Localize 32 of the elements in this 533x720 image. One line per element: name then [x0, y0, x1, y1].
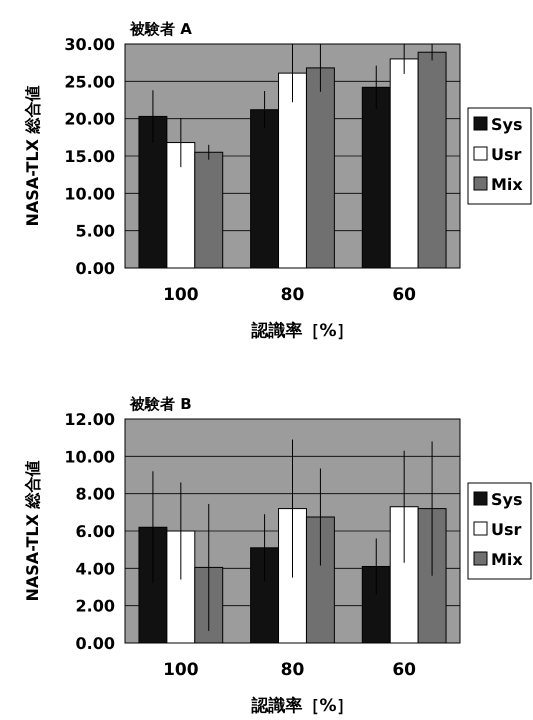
x-tick-label: 60	[392, 660, 416, 680]
y-tick-label: 15.00	[64, 147, 115, 166]
legend-label: Usr	[491, 145, 522, 164]
legend-label: Usr	[491, 520, 522, 539]
y-tick-label: 6.00	[76, 522, 115, 541]
x-tick-label: 80	[280, 660, 304, 680]
y-tick-label: 2.00	[76, 596, 115, 616]
y-tick-label: 0.00	[76, 259, 115, 278]
y-tick-label: 8.00	[76, 484, 115, 504]
y-tick-label: 4.00	[76, 559, 115, 578]
x-tick-label: 60	[392, 285, 416, 305]
chart-title: 被験者 B	[129, 395, 192, 413]
x-tick-label: 100	[163, 285, 199, 305]
y-tick-label: 12.00	[64, 410, 115, 429]
x-tick-label: 80	[280, 285, 304, 305]
y-tick-label: 5.00	[76, 222, 115, 241]
y-tick-label: 20.00	[64, 110, 115, 129]
y-tick-label: 30.00	[64, 35, 115, 54]
chart-title: 被験者 A	[129, 20, 192, 38]
y-tick-label: 25.00	[64, 72, 115, 92]
y-tick-label: 0.00	[76, 634, 115, 653]
y-axis-title: NASA-TLX 総合値	[23, 460, 42, 602]
y-tick-label: 10.00	[64, 184, 115, 204]
legend-label: Mix	[491, 550, 524, 569]
x-axis-title: 認識率［%］	[250, 321, 354, 341]
x-tick-label: 100	[163, 660, 199, 680]
y-axis-title: NASA-TLX 総合値	[23, 86, 42, 226]
y-tick-label: 10.00	[64, 447, 115, 466]
x-axis-title: 認識率［%］	[250, 696, 354, 716]
legend-label: Sys	[491, 115, 522, 134]
legend-label: Sys	[491, 490, 522, 509]
legend-label: Mix	[491, 175, 524, 194]
